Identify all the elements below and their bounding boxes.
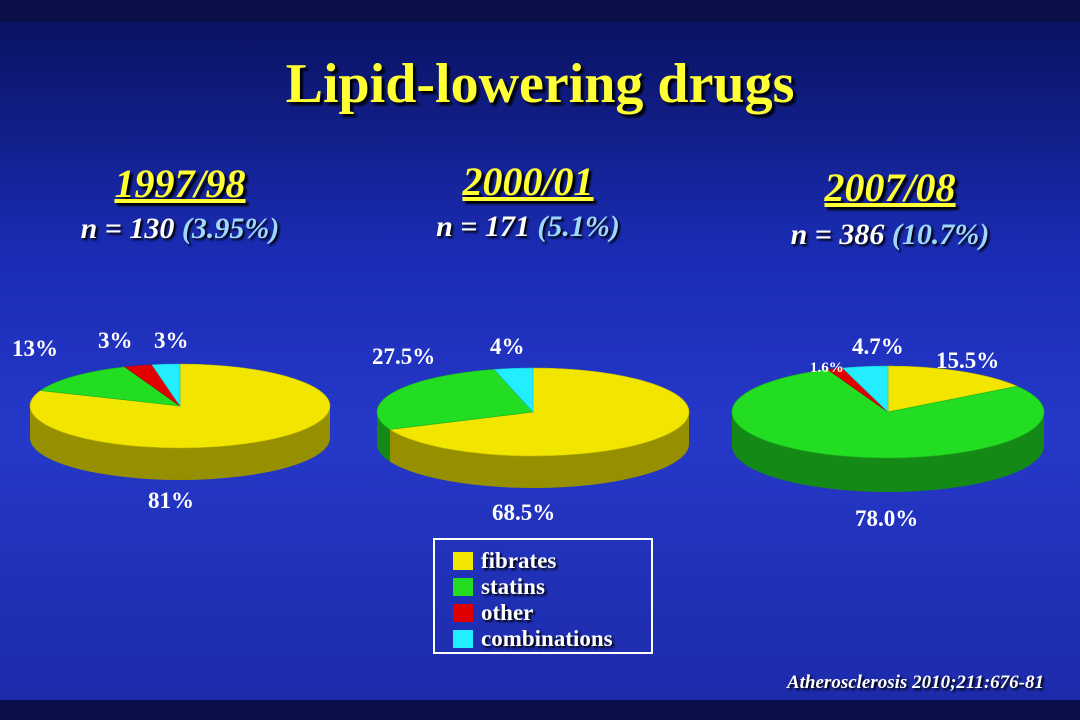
legend-swatch xyxy=(453,630,473,648)
pie-side-fibrates xyxy=(30,406,330,480)
pie-slice-fibrates xyxy=(388,367,690,457)
slide-title: Lipid-lowering drugs xyxy=(285,53,795,115)
data-label-fibrates: 81% xyxy=(148,488,194,513)
sample-n: n = 130 xyxy=(80,212,175,245)
sample-pct: (5.1%) xyxy=(537,210,620,243)
legend-label: statins xyxy=(481,574,545,599)
pie-side-statins xyxy=(377,412,390,462)
legend-label: other xyxy=(481,600,534,625)
period-2000-01: 2000/01 xyxy=(462,159,594,204)
pie-chart-1: 81% 13% 3% 3% xyxy=(12,328,331,513)
data-label-fibrates: 15.5% xyxy=(936,348,999,373)
data-label-statins: 13% xyxy=(12,336,58,361)
sample-size-2000-01: n = 171 (5.1%) xyxy=(348,210,708,244)
data-label-combinations: 4% xyxy=(490,334,525,359)
data-label-other: 1.6% xyxy=(810,360,844,376)
pie-slice-statins xyxy=(376,369,534,430)
legend-swatch xyxy=(453,552,473,570)
sample-pct: (10.7%) xyxy=(891,218,990,251)
citation: Atherosclerosis 2010;211:676-81 xyxy=(786,672,1044,693)
period-2007-08: 2007/08 xyxy=(824,165,956,210)
data-label-combinations: 3% xyxy=(154,328,189,353)
pie-chart-2: 68.5% 27.5% 4% xyxy=(372,334,690,525)
legend: fibrates statins other combinations xyxy=(433,538,653,654)
pie-slice-statins xyxy=(731,369,1045,459)
pie-slice-combinations xyxy=(151,363,181,407)
legend-swatch xyxy=(453,604,473,622)
legend-swatch xyxy=(453,578,473,596)
period-1997-98: 1997/98 xyxy=(114,161,246,206)
data-label-statins: 78.0% xyxy=(855,506,918,531)
bottom-bar xyxy=(0,700,1080,720)
sample-size-1997-98: n = 130 (3.95%) xyxy=(0,212,360,246)
top-bar xyxy=(0,0,1080,22)
pie-slice-statins xyxy=(39,366,181,407)
pie-slice-fibrates xyxy=(887,365,1019,413)
pie-side-statins xyxy=(732,412,1044,492)
pie-side-fibrates xyxy=(389,412,689,488)
pie-slice-combinations xyxy=(841,365,889,413)
pie-chart-3: 15.5% 78.0% 1.6% 4.7% xyxy=(731,334,1045,531)
sample-pct: (3.95%) xyxy=(181,212,280,245)
legend-label: combinations xyxy=(481,626,613,651)
pie-slice-combinations xyxy=(493,367,534,413)
legend-label: fibrates xyxy=(481,548,557,573)
sample-n: n = 386 xyxy=(790,218,885,251)
data-label-fibrates: 68.5% xyxy=(492,500,555,525)
data-label-statins: 27.5% xyxy=(372,344,435,369)
data-label-other: 3% xyxy=(98,328,133,353)
sample-n: n = 171 xyxy=(436,210,530,243)
data-label-combinations: 4.7% xyxy=(852,334,904,359)
sample-size-2007-08: n = 386 (10.7%) xyxy=(710,218,1070,252)
